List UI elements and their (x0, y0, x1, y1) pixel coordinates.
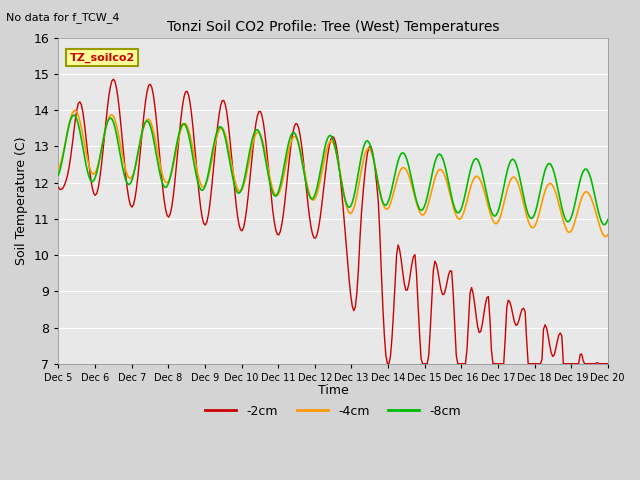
Legend: -2cm, -4cm, -8cm: -2cm, -4cm, -8cm (200, 400, 466, 423)
Text: TZ_soilco2: TZ_soilco2 (70, 52, 134, 63)
Text: No data for f_TCW_4: No data for f_TCW_4 (6, 12, 120, 23)
X-axis label: Time: Time (317, 384, 348, 397)
Title: Tonzi Soil CO2 Profile: Tree (West) Temperatures: Tonzi Soil CO2 Profile: Tree (West) Temp… (167, 20, 499, 34)
Y-axis label: Soil Temperature (C): Soil Temperature (C) (15, 136, 28, 265)
